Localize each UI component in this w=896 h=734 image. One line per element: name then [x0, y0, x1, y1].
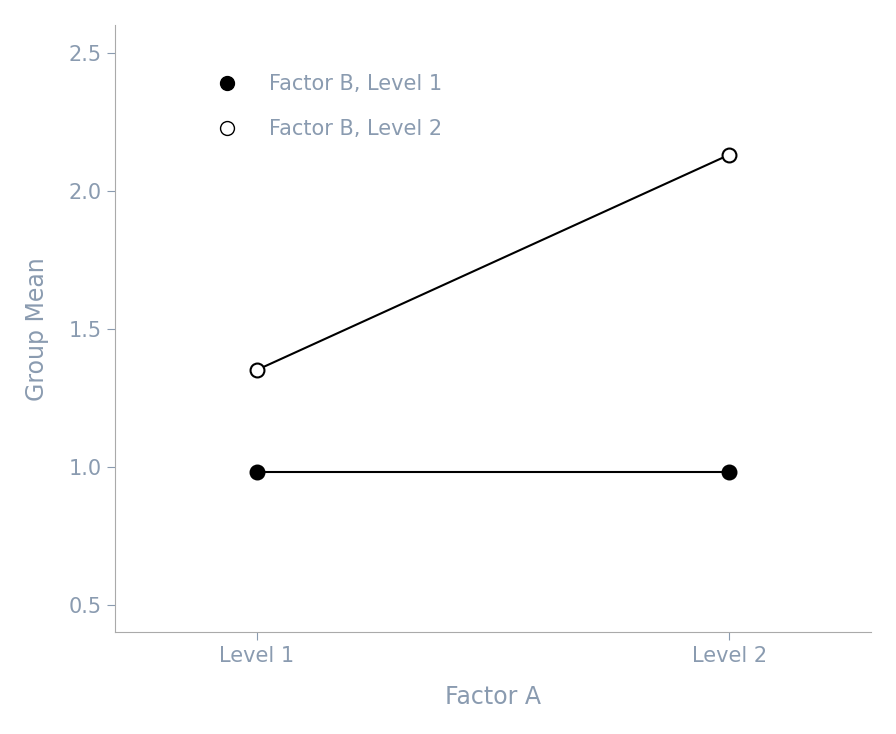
Y-axis label: Group Mean: Group Mean — [25, 257, 49, 401]
Legend: Factor B, Level 1, Factor B, Level 2: Factor B, Level 1, Factor B, Level 2 — [185, 54, 463, 160]
X-axis label: Factor A: Factor A — [445, 685, 541, 709]
